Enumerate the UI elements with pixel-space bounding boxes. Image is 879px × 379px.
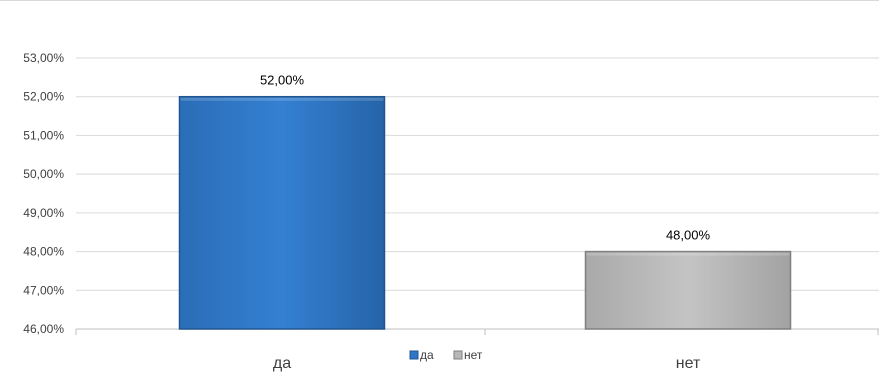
bar-net <box>584 250 792 330</box>
legend-swatch <box>453 350 463 360</box>
category-label: да <box>273 355 291 372</box>
bar-highlight <box>180 97 384 101</box>
bar-da <box>178 95 386 330</box>
bars <box>178 95 792 330</box>
legend: да нет <box>409 348 483 362</box>
y-tick-label: 47,00% <box>23 283 64 297</box>
y-tick-label: 48,00% <box>23 245 64 259</box>
data-label: 48,00% <box>666 228 711 243</box>
y-tick-label: 53,00% <box>23 51 64 65</box>
data-label: 52,00% <box>260 73 305 88</box>
y-tick-label: 50,00% <box>23 167 64 181</box>
y-tick-label: 52,00% <box>23 90 64 104</box>
y-axis-tick-labels: 53,00% 52,00% 51,00% 50,00% 49,00% 48,00% 47,0… <box>23 51 64 336</box>
legend-swatch <box>409 350 419 360</box>
legend-label: нет <box>464 348 483 362</box>
bar-highlight <box>586 252 790 256</box>
y-tick-label: 46,00% <box>23 322 64 336</box>
x-axis-category-labels: да нет <box>273 355 701 372</box>
legend-label: да <box>420 348 434 362</box>
y-tick-label: 49,00% <box>23 206 64 220</box>
y-tick-label: 51,00% <box>23 128 64 142</box>
category-label: нет <box>676 355 701 372</box>
data-labels: 52,00% 48,00% <box>260 73 711 243</box>
